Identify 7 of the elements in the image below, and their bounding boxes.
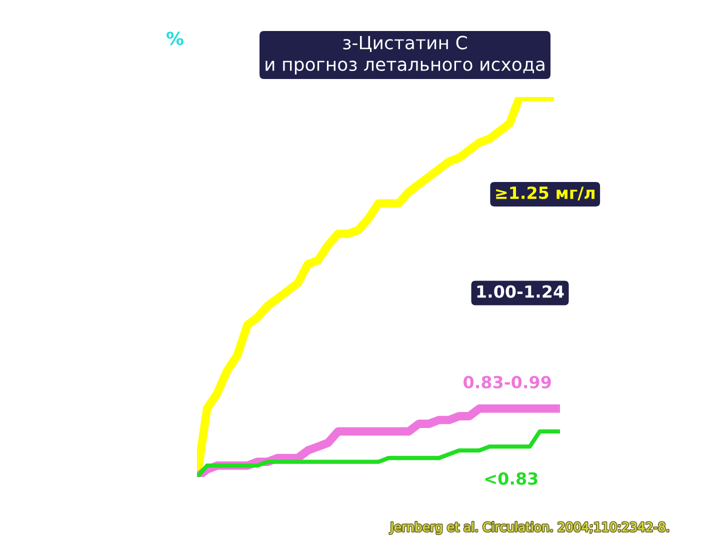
text: Jernberg et al. Circulation. 2004;110:2342-8. <box>390 522 668 534</box>
y-axis-title: % <box>166 32 184 46</box>
chart-title: з-Цистатин С и прогноз летального исхода <box>266 36 544 75</box>
text: ≥1.25 мг/л <box>496 186 594 200</box>
series-label: 0.83-0.99 <box>464 376 551 388</box>
series-label: <0.83 <box>485 472 538 485</box>
annotation: 1.00-1.24 <box>477 285 564 298</box>
